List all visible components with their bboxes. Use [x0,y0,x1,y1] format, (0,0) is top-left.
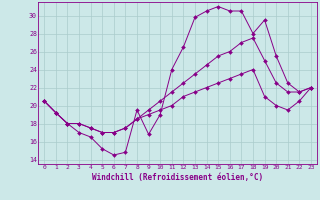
X-axis label: Windchill (Refroidissement éolien,°C): Windchill (Refroidissement éolien,°C) [92,173,263,182]
